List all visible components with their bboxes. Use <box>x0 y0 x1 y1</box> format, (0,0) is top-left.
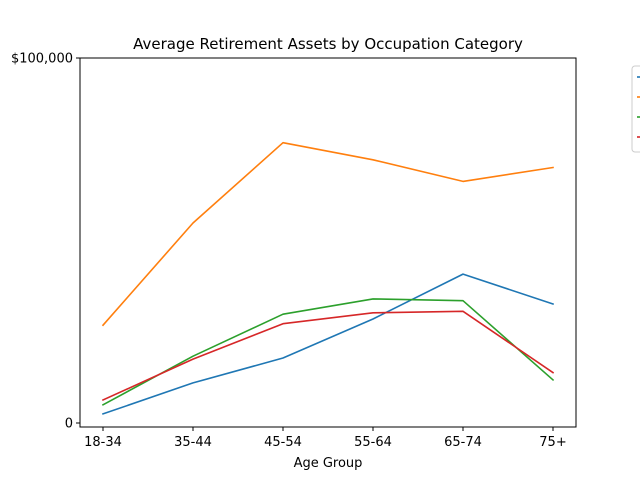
legend-frame <box>631 65 640 153</box>
x-tick-label: 35-44 <box>174 435 212 450</box>
x-tick-label: 45-54 <box>264 435 302 450</box>
x-tick-label: 75+ <box>539 435 566 450</box>
chart-title: Average Retirement Assets by Occupation … <box>133 35 523 53</box>
series-line-3 <box>101 298 555 406</box>
x-tick-label: 18-34 <box>84 435 122 450</box>
series-line-4 <box>101 310 555 402</box>
legend <box>631 65 640 153</box>
plot-frame <box>79 57 577 428</box>
x-axis-label: Age Group <box>294 456 363 471</box>
series-line-1 <box>101 273 555 415</box>
x-tick-label: 55-64 <box>354 435 392 450</box>
series-line-2 <box>101 141 554 327</box>
y-tick-label: 0 <box>65 417 73 432</box>
plot-area: 18-34 35-44 45-54 55-64 65-74 75+ 0 $100,000 <box>11 52 577 450</box>
y-tick-label: $100,000 <box>11 52 73 67</box>
x-tick-label: 65-74 <box>444 435 482 450</box>
